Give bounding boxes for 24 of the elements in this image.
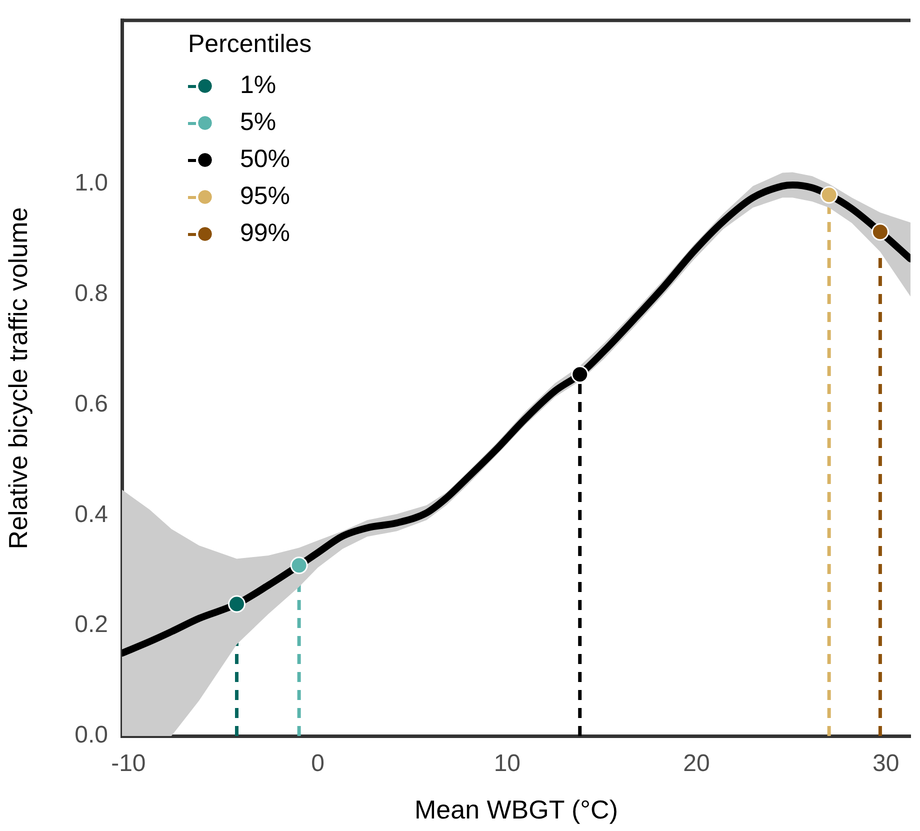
point xyxy=(290,556,308,574)
x-tick-label: 30 xyxy=(872,750,900,778)
y-tick-label: 0.4 xyxy=(74,500,108,528)
y-axis-title: Relative bicycle traffic volume xyxy=(2,207,33,550)
point xyxy=(871,223,889,241)
legend-label: 99% xyxy=(240,219,290,248)
point xyxy=(571,366,589,384)
y-tick-label: 0.8 xyxy=(74,280,108,307)
x-tick-label: 0 xyxy=(311,750,324,778)
y-tick-label: 0.0 xyxy=(74,722,108,749)
y-tick-label: 0.2 xyxy=(74,611,108,638)
legend-label: 50% xyxy=(240,145,290,174)
legend-label: 5% xyxy=(240,108,276,137)
point xyxy=(228,595,246,613)
x-axis-title: Mean WBGT (°C) xyxy=(414,794,618,825)
y-tick-label: 0.6 xyxy=(74,390,108,418)
x-tick-label: 20 xyxy=(683,750,710,778)
x-tick-label: 10 xyxy=(494,750,521,778)
point xyxy=(820,186,838,204)
legend-label: 95% xyxy=(240,182,290,211)
y-tick-label: 1.0 xyxy=(74,169,108,196)
x-tick-label: -10 xyxy=(111,750,146,778)
legend-label: 1% xyxy=(240,71,276,100)
legend-title: Percentiles xyxy=(188,30,312,59)
